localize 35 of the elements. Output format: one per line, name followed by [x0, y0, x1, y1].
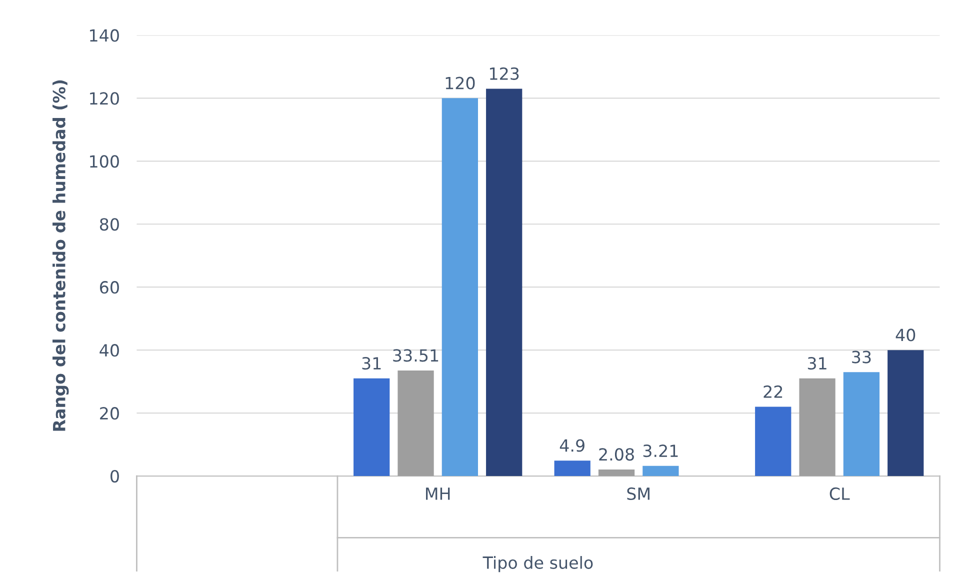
- y-axis-title: Rango del contenido de humedad (%): [52, 80, 69, 431]
- bar: [554, 460, 590, 476]
- data-label: 40: [896, 328, 916, 342]
- y-tick-label: 140: [90, 29, 119, 42]
- x-axis-title: Tipo de suelo: [482, 556, 593, 572]
- data-label: 120: [446, 76, 475, 90]
- bar: [486, 88, 522, 476]
- bar: [843, 372, 880, 476]
- x-tick-label: SM: [627, 487, 650, 500]
- bar: [354, 378, 390, 476]
- bar: [398, 370, 434, 476]
- data-label: 33.51: [393, 349, 438, 362]
- x-tick-label: CL: [830, 487, 850, 500]
- data-label: 31: [362, 357, 381, 370]
- y-tick-label: 80: [100, 218, 119, 231]
- data-label: 31: [808, 357, 826, 370]
- bar: [642, 466, 679, 476]
- y-tick-label: 60: [100, 281, 119, 294]
- data-label: 4.9: [560, 439, 584, 452]
- data-label: 33: [852, 350, 871, 364]
- y-tick-label: 120: [90, 92, 119, 105]
- y-tick-label: 0: [110, 470, 119, 483]
- data-label: 2.08: [599, 448, 634, 461]
- data-label: 3.21: [643, 444, 678, 458]
- bar: [755, 406, 792, 476]
- x-tick-label: MH: [426, 488, 450, 500]
- data-label: 123: [490, 67, 519, 80]
- bar: [888, 350, 924, 476]
- bar: [598, 469, 635, 476]
- bar: [442, 98, 478, 476]
- bar: [799, 378, 836, 476]
- y-tick-label: 100: [90, 155, 119, 168]
- y-tick-label: 40: [100, 344, 119, 357]
- data-label: 22: [764, 385, 782, 398]
- y-tick-label: 20: [100, 407, 119, 420]
